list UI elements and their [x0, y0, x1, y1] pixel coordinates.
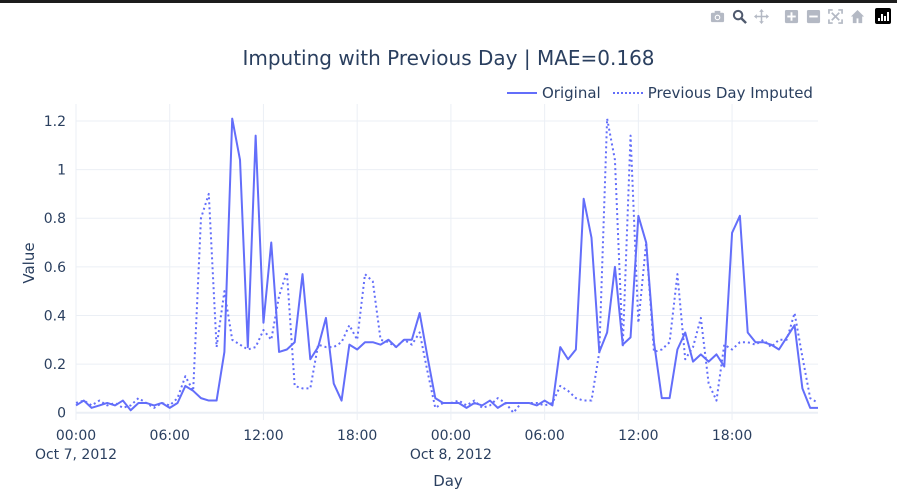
zoom-out-icon [806, 9, 820, 23]
pan-icon [753, 8, 769, 24]
reset-axes-button[interactable] [847, 6, 867, 26]
legend-dotted-line-swatch [612, 92, 643, 94]
legend: Original Previous Day Imputed [507, 84, 825, 102]
plotly-logo-icon[interactable] [875, 8, 891, 24]
autoscale-icon [827, 8, 843, 24]
plot-modebar [707, 6, 891, 26]
legend-label-previous-day-imputed: Previous Day Imputed [647, 84, 813, 102]
reset-axes-icon [850, 9, 864, 23]
series-layer [75, 117, 819, 414]
y-tick-label: 0 [57, 406, 66, 422]
tick-layer: 0 0.2 0.4 0.6 0.8 1 1.2 00:00 06:00 12:00 18:00 00:… [35, 114, 752, 463]
legend-solid-line-swatch [507, 92, 537, 94]
grid-layer [75, 104, 818, 420]
x-axis-title: Day [433, 472, 463, 490]
legend-item-original[interactable]: Original [507, 84, 601, 102]
y-tick-label: 0.8 [44, 211, 66, 227]
chart-title: Imputing with Previous Day | MAE=0.168 [242, 46, 655, 70]
pan-button[interactable] [751, 6, 771, 26]
x-tick-label: 12:00 [243, 428, 283, 444]
y-tick-label: 1.2 [44, 114, 66, 130]
zoom-in-icon [784, 9, 798, 23]
zoom-button[interactable] [729, 6, 749, 26]
series-line-previous-day-imputed[interactable] [75, 117, 819, 414]
legend-item-previous-day-imputed[interactable]: Previous Day Imputed [612, 84, 813, 102]
y-axis-title: Value [20, 242, 38, 284]
x-tick-label: 06:00 [524, 428, 564, 444]
x-tick-label: 12:00 [618, 428, 658, 444]
x-tick-label: 18:00 [712, 428, 752, 444]
x-tick-label: 00:00 [56, 428, 96, 444]
x-tick-label: 06:00 [150, 428, 190, 444]
download-plot-button[interactable] [707, 6, 727, 26]
window-top-border [0, 0, 897, 3]
autoscale-button[interactable] [825, 6, 845, 26]
x-date-label: Oct 7, 2012 [35, 447, 117, 463]
y-tick-label: 0.2 [44, 357, 66, 373]
zoom-icon [732, 9, 747, 24]
x-tick-label: 18:00 [337, 428, 377, 444]
zoom-out-button[interactable] [803, 6, 823, 26]
y-tick-label: 1 [57, 163, 66, 179]
zoom-in-button[interactable] [781, 6, 801, 26]
y-tick-label: 0.6 [44, 260, 66, 276]
x-tick-label: 00:00 [431, 428, 471, 444]
y-tick-label: 0.4 [44, 308, 66, 324]
legend-label-original: Original [542, 84, 601, 102]
camera-icon [710, 10, 724, 22]
x-date-label: Oct 8, 2012 [410, 447, 492, 463]
series-line-original[interactable] [75, 117, 818, 412]
